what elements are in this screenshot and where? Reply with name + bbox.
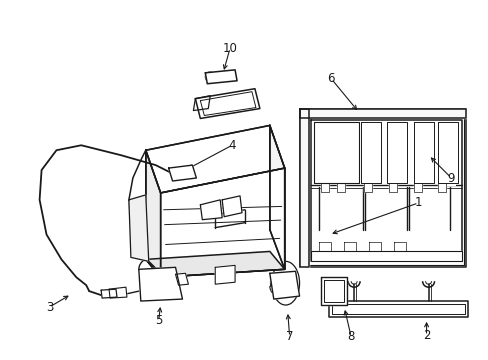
Text: 4: 4 <box>228 139 235 152</box>
Polygon shape <box>205 70 237 84</box>
Polygon shape <box>319 242 331 251</box>
Polygon shape <box>301 111 463 265</box>
Text: 3: 3 <box>46 301 53 314</box>
Polygon shape <box>168 165 196 181</box>
Polygon shape <box>139 267 182 301</box>
Polygon shape <box>145 251 284 277</box>
Text: 10: 10 <box>222 41 237 54</box>
Polygon shape <box>386 122 406 183</box>
Polygon shape <box>321 183 328 192</box>
Polygon shape <box>222 196 242 217</box>
Polygon shape <box>215 265 235 284</box>
Polygon shape <box>337 183 345 192</box>
Polygon shape <box>129 195 148 261</box>
Polygon shape <box>438 122 457 183</box>
Text: 2: 2 <box>422 329 429 342</box>
Polygon shape <box>311 121 461 261</box>
Polygon shape <box>413 122 433 183</box>
Polygon shape <box>299 109 466 267</box>
Polygon shape <box>344 242 355 251</box>
Polygon shape <box>311 251 461 261</box>
Polygon shape <box>299 109 466 118</box>
Polygon shape <box>175 273 188 285</box>
Polygon shape <box>364 183 371 192</box>
Polygon shape <box>324 280 344 302</box>
Polygon shape <box>193 96 210 111</box>
Polygon shape <box>269 125 284 269</box>
Polygon shape <box>109 287 127 298</box>
Polygon shape <box>200 200 222 220</box>
Polygon shape <box>328 301 468 317</box>
Polygon shape <box>161 168 284 277</box>
Polygon shape <box>101 289 117 298</box>
Polygon shape <box>393 242 405 251</box>
Polygon shape <box>195 89 259 118</box>
Text: 8: 8 <box>347 330 354 343</box>
Text: 6: 6 <box>327 72 334 85</box>
Polygon shape <box>299 109 309 267</box>
Polygon shape <box>269 271 299 299</box>
Polygon shape <box>145 150 161 277</box>
Polygon shape <box>438 183 446 192</box>
Polygon shape <box>200 92 255 116</box>
Polygon shape <box>145 125 284 193</box>
Polygon shape <box>368 242 380 251</box>
Text: 1: 1 <box>414 196 422 209</box>
Polygon shape <box>388 183 396 192</box>
Polygon shape <box>314 122 358 183</box>
Text: 9: 9 <box>447 171 454 185</box>
Polygon shape <box>360 122 380 183</box>
Polygon shape <box>332 304 464 314</box>
Polygon shape <box>321 277 346 305</box>
Polygon shape <box>413 183 421 192</box>
Text: 5: 5 <box>155 314 162 327</box>
Text: 7: 7 <box>285 330 293 343</box>
